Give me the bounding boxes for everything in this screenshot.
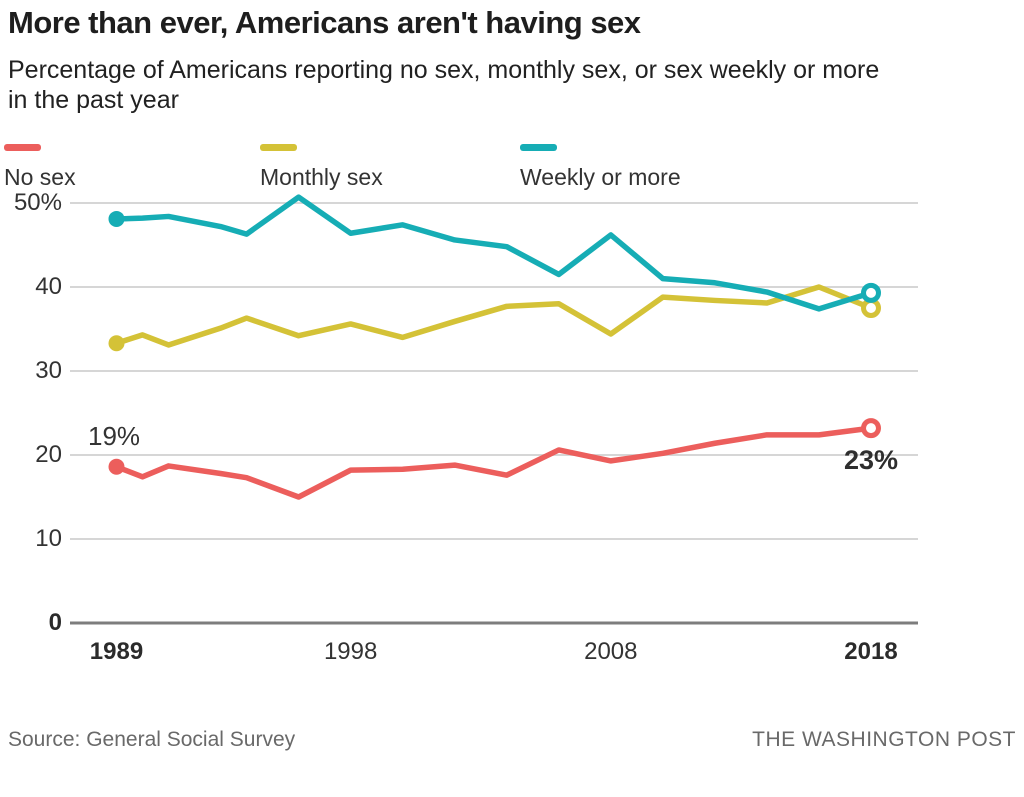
legend-label-monthly-sex: Monthly sex xyxy=(260,164,383,190)
y-axis-tick-label: 20 xyxy=(35,441,62,468)
y-axis-tick-label: 40 xyxy=(35,273,62,300)
chart-subtitle: Percentage of Americans reporting no sex… xyxy=(8,55,879,115)
legend-item-no-sex: No sex xyxy=(4,144,76,191)
x-axis-tick-label: 1989 xyxy=(89,638,144,665)
source-note: Source: General Social Survey xyxy=(8,728,296,751)
end-circle-no-sex xyxy=(861,418,881,439)
line-weekly-or-more xyxy=(113,194,874,312)
start-dot-no-sex xyxy=(108,458,125,475)
legend-label-weekly-or-more: Weekly or more xyxy=(520,164,681,190)
start-dot-monthly-sex xyxy=(108,335,125,352)
chart-subtitle-line1: Percentage of Americans reporting no sex… xyxy=(8,56,880,84)
annotation-no-sex-start-value: 19% xyxy=(88,421,141,451)
legend-item-monthly-sex: Monthly sex xyxy=(260,144,383,191)
legend-swatch-weekly-or-more-icon xyxy=(520,144,557,151)
start-dot-weekly-or-more xyxy=(108,210,125,227)
y-axis-tick-label: 10 xyxy=(35,525,62,552)
y-axis-tick-label: 50% xyxy=(13,189,62,216)
end-circle-weekly-or-more xyxy=(861,282,881,303)
legend-swatch-no-sex-icon xyxy=(4,144,41,151)
x-axis-tick-label: 2018 xyxy=(844,638,898,665)
legend-swatch-monthly-sex-icon xyxy=(260,144,297,151)
legend-label-no-sex: No sex xyxy=(4,164,76,190)
y-axis-tick-label: 0 xyxy=(48,609,62,636)
publisher-credit: THE WASHINGTON POST xyxy=(752,728,1016,751)
annotation-no-sex-end-value: 23% xyxy=(843,445,899,475)
line-monthly-sex xyxy=(113,284,874,348)
y-axis-tick-label: 30 xyxy=(35,357,62,384)
x-axis-tick-label: 1998 xyxy=(323,638,378,665)
chart-title: More than ever, Americans aren't having … xyxy=(8,5,641,40)
line-no-sex xyxy=(113,425,874,500)
x-axis-tick-label: 2008 xyxy=(584,638,638,665)
chart-subtitle-line2: in the past year xyxy=(8,86,179,114)
legend-item-weekly-or-more: Weekly or more xyxy=(520,144,681,191)
